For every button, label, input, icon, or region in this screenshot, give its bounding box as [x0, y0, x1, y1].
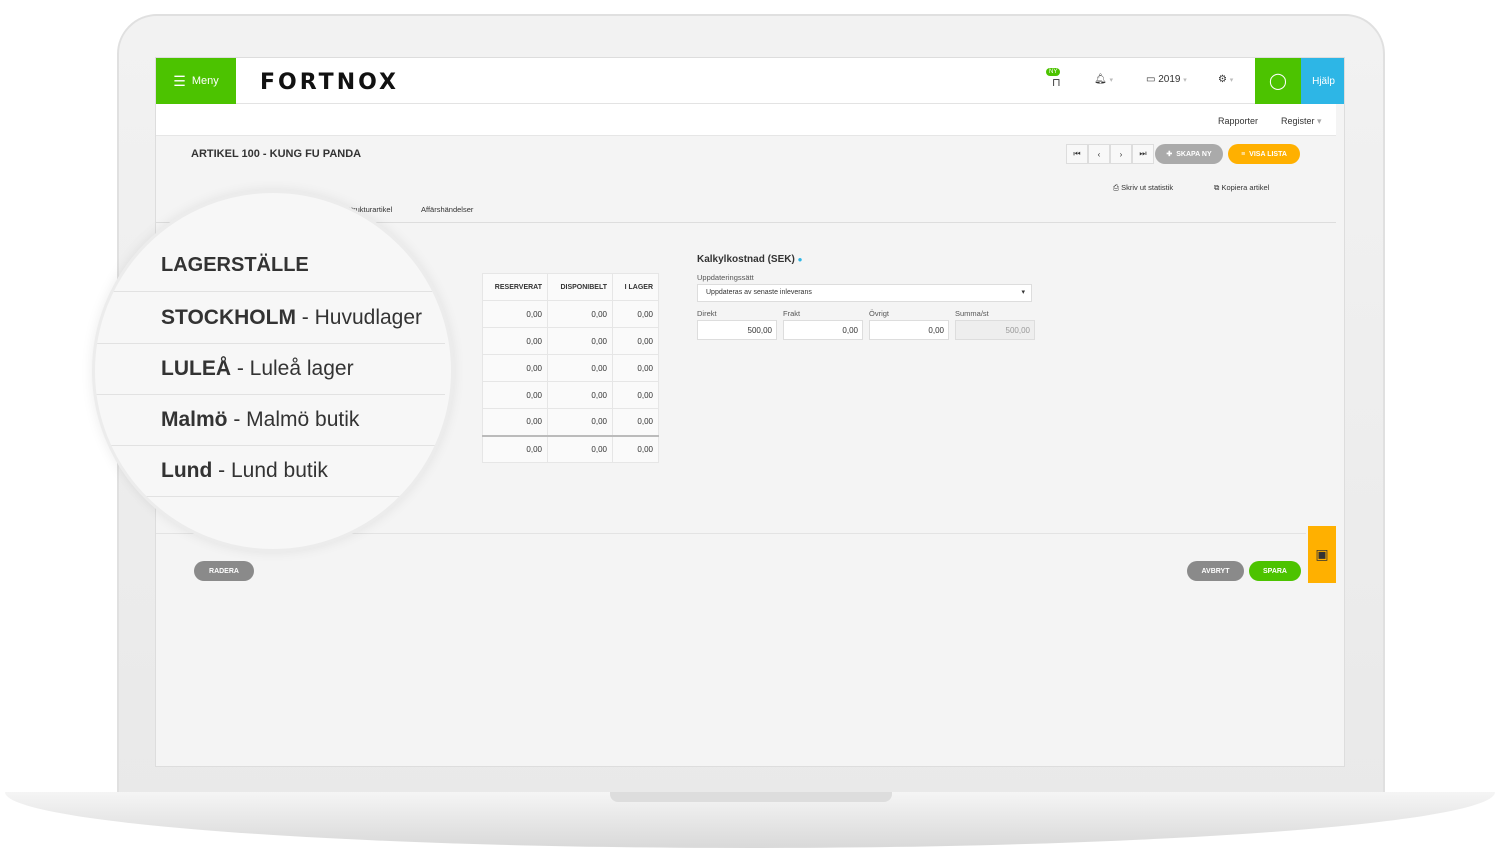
create-new-button[interactable]: ✚ SKAPA NY [1155, 144, 1223, 164]
table-row: 0,00 0,00 0,00 [482, 354, 659, 382]
nav-register[interactable]: Register ▾ [1281, 116, 1322, 126]
tab-affarshandelser[interactable]: Affärshändelser [421, 205, 474, 214]
app-screen: ☰ Meny FORTNOX NY ⊓ 🔔︎ ▾ ▭ 2019 ▾ ⚙ ▾ ◯ Hj… [155, 57, 1345, 767]
page-title: ARTIKEL 100 - KUNG FU PANDA [191, 148, 362, 160]
prev-record-button[interactable]: ‹ [1088, 144, 1110, 164]
cost-title: Kalkylkostnad (SEK) ● [697, 254, 803, 265]
sum-field: 500,00 [955, 320, 1035, 340]
last-record-button[interactable]: ⏭ [1132, 144, 1154, 164]
cancel-button[interactable]: AVBRYT [1187, 561, 1244, 581]
tab-strukturartikel[interactable]: Strukturartikel [346, 205, 393, 214]
other-input[interactable]: 0,00 [869, 320, 949, 340]
freight-label: Frakt [783, 309, 801, 318]
menu-button[interactable]: ☰ Meny [156, 58, 236, 104]
record-navigation: ⏮ ‹ › ⏭ [1066, 144, 1154, 164]
new-badge: NY [1046, 68, 1061, 76]
image-icon: ▣ [1315, 546, 1329, 562]
total-row: 0,00 0,00 0,00 [482, 434, 659, 463]
location-item: Lund - Lund butik [95, 446, 445, 497]
direct-input[interactable]: 500,00 [697, 320, 777, 340]
col-disponibelt: DISPONIBELT [547, 273, 613, 301]
update-label: Uppdateringssätt [697, 273, 754, 282]
print-stats-link[interactable]: ⎙ Skriv ut statistik [1113, 183, 1174, 192]
show-list-button[interactable]: ≡ VISA LISTA [1228, 144, 1300, 164]
tabs-divider [156, 222, 1336, 223]
fortnox-logo: FORTNOX [260, 70, 399, 95]
sub-nav: Rapporter Register ▾ [156, 104, 1336, 136]
plus-icon: ✚ [1166, 151, 1173, 158]
nav-reports[interactable]: Rapporter [1218, 116, 1259, 126]
hamburger-icon: ☰ [173, 72, 186, 89]
table-row: 0,00 0,00 0,00 [482, 327, 659, 355]
magnifier-header: LAGERSTÄLLE [95, 241, 445, 292]
col-i-lager: I LAGER [612, 273, 659, 301]
bag-icon: ⊓ [1052, 77, 1061, 89]
table-row: 0,00 0,00 0,00 [482, 408, 659, 436]
list-icon: ≡ [1241, 150, 1246, 158]
save-button[interactable]: SPARA [1249, 561, 1301, 581]
notifications-button[interactable]: 🔔︎ ▾ [1094, 74, 1113, 85]
copy-article-link[interactable]: ⧉ Kopiera artikel [1214, 183, 1270, 192]
location-item: LULEÅ - Luleå lager [95, 344, 445, 395]
gear-icon: ⚙ [1218, 74, 1227, 85]
other-label: Övrigt [869, 309, 890, 318]
footer-divider [156, 533, 1306, 534]
location-item: Malmö - Malmö butik [95, 395, 445, 446]
update-method-select[interactable]: Uppdateras av senaste inleverans ▾ [697, 284, 1032, 302]
settings-button[interactable]: ⚙ ▾ [1218, 74, 1234, 85]
location-item: STOCKHOLM - Huvudlager [95, 293, 445, 344]
delete-button[interactable]: RADERA [194, 561, 254, 581]
speech-bubble-icon: ◯ [1269, 73, 1287, 90]
laptop-notch [610, 792, 892, 802]
col-reserverat: RESERVERAT [482, 273, 548, 301]
info-icon[interactable]: ● [797, 255, 803, 264]
next-record-button[interactable]: › [1110, 144, 1132, 164]
table-row: 0,00 0,00 0,00 [482, 381, 659, 409]
table-row: 0,00 0,00 0,00 [482, 300, 659, 328]
sum-label: Summa/st [955, 309, 989, 318]
printer-icon: ⎙ [1113, 183, 1119, 192]
copy-icon: ⧉ [1214, 183, 1220, 192]
chevron-down-icon: ▾ [1021, 289, 1025, 296]
year-selector[interactable]: ▭ 2019 ▾ [1146, 74, 1187, 85]
magnifier-callout: LAGERSTÄLLE STOCKHOLM - Huvudlager LULEÅ… [92, 190, 454, 552]
help-button[interactable]: Hjälp [1301, 58, 1344, 104]
top-bar: ☰ Meny FORTNOX NY ⊓ 🔔︎ ▾ ▭ 2019 ▾ ⚙ ▾ ◯ Hj… [156, 58, 1344, 104]
first-record-button[interactable]: ⏮ [1066, 144, 1088, 164]
direct-label: Direkt [697, 309, 717, 318]
bell-icon: 🔔︎ [1094, 74, 1107, 85]
chat-button[interactable]: ◯ [1255, 58, 1301, 104]
stock-table: RESERVERAT DISPONIBELT I LAGER 0,00 0,00 0,0… [482, 273, 659, 463]
image-button[interactable]: ▣ [1308, 526, 1336, 583]
calendar-icon: ▭ [1146, 74, 1156, 85]
freight-input[interactable]: 0,00 [783, 320, 863, 340]
